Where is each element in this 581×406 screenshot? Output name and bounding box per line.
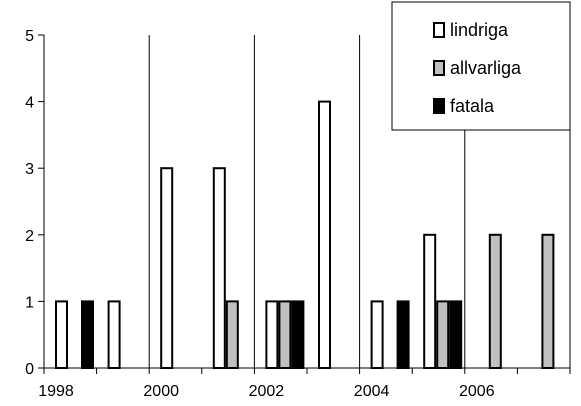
y-tick-label: 1 [25, 294, 34, 311]
x-tick-label: 2006 [459, 383, 495, 400]
x-tick-label: 2000 [143, 383, 179, 400]
bar-allvarliga-2007 [541, 233, 555, 369]
y-tick-label: 5 [25, 28, 34, 45]
bar-lindriga-2005 [423, 233, 437, 369]
bar-lindriga-2000 [160, 167, 174, 369]
bar-lindriga-2003 [318, 100, 331, 369]
x-tick-label: 2004 [354, 383, 390, 400]
bar-lindriga-1998 [55, 300, 68, 369]
bar-fatala-1998 [81, 300, 94, 369]
bar-lindriga-2002 [265, 300, 279, 369]
bar-lindriga-1999 [107, 300, 121, 369]
y-tick-label: 0 [25, 361, 34, 378]
bar-allvarliga-2006 [488, 233, 502, 369]
bar-fatala-2002 [291, 300, 305, 369]
bar-fatala-2005 [449, 300, 463, 369]
legend: lindriga allvarliga fatala [391, 1, 571, 131]
legend-label-fatala: fatala [450, 96, 495, 116]
legend-label-lindriga: lindriga [450, 20, 509, 40]
bar-allvarliga-2002 [278, 300, 292, 369]
bar-allvarliga-2005 [436, 300, 450, 369]
bar-lindriga-2004 [370, 300, 384, 369]
axes [38, 34, 571, 374]
bar-fatala-2004 [396, 300, 410, 369]
bar-lindriga-2001 [212, 167, 226, 369]
y-tick-label: 2 [25, 228, 34, 245]
x-tick-label: 2002 [249, 383, 285, 400]
x-tick-label: 1998 [38, 383, 74, 400]
legend-label-allvarliga: allvarliga [450, 58, 522, 78]
y-tick-label: 4 [25, 95, 34, 112]
legend-swatch-allvarliga [433, 60, 445, 76]
y-tick-label: 3 [25, 161, 34, 178]
legend-swatch-lindriga [433, 22, 445, 38]
legend-swatch-fatala [433, 98, 445, 114]
legend-box [391, 1, 571, 131]
bar-allvarliga-2001 [225, 300, 239, 369]
tick-labels: 0 1 2 3 4 5 1998 2000 2002 2004 2006 [25, 28, 495, 400]
bars [55, 100, 555, 369]
